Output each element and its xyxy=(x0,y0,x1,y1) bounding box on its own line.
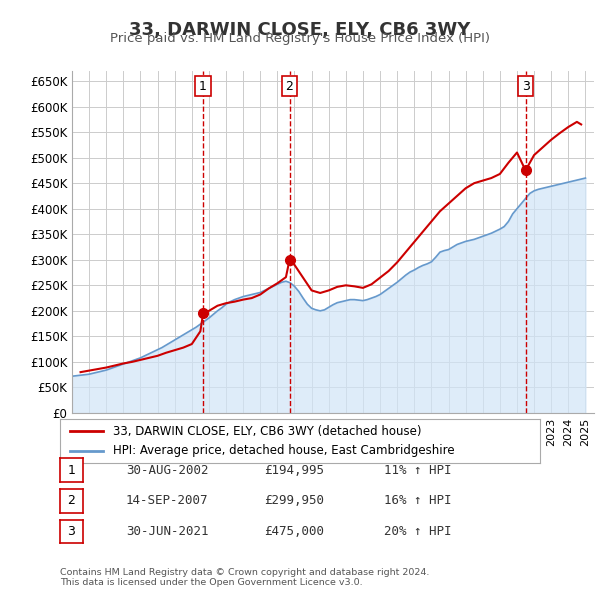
Text: 30-JUN-2021: 30-JUN-2021 xyxy=(126,525,209,538)
Text: HPI: Average price, detached house, East Cambridgeshire: HPI: Average price, detached house, East… xyxy=(113,444,454,457)
Text: 1: 1 xyxy=(199,80,207,93)
Text: £194,995: £194,995 xyxy=(264,464,324,477)
Text: 33, DARWIN CLOSE, ELY, CB6 3WY: 33, DARWIN CLOSE, ELY, CB6 3WY xyxy=(130,21,470,39)
Text: 16% ↑ HPI: 16% ↑ HPI xyxy=(384,494,452,507)
Text: 2: 2 xyxy=(286,80,293,93)
Text: 33, DARWIN CLOSE, ELY, CB6 3WY (detached house): 33, DARWIN CLOSE, ELY, CB6 3WY (detached… xyxy=(113,425,421,438)
Text: 3: 3 xyxy=(521,80,529,93)
Text: £475,000: £475,000 xyxy=(264,525,324,538)
Text: Price paid vs. HM Land Registry's House Price Index (HPI): Price paid vs. HM Land Registry's House … xyxy=(110,32,490,45)
Text: 11% ↑ HPI: 11% ↑ HPI xyxy=(384,464,452,477)
Text: 3: 3 xyxy=(67,525,76,538)
Text: 1: 1 xyxy=(67,464,76,477)
Text: 30-AUG-2002: 30-AUG-2002 xyxy=(126,464,209,477)
Text: Contains HM Land Registry data © Crown copyright and database right 2024.: Contains HM Land Registry data © Crown c… xyxy=(60,568,430,577)
Text: 14-SEP-2007: 14-SEP-2007 xyxy=(126,494,209,507)
Text: This data is licensed under the Open Government Licence v3.0.: This data is licensed under the Open Gov… xyxy=(60,578,362,587)
Text: 2: 2 xyxy=(67,494,76,507)
Text: £299,950: £299,950 xyxy=(264,494,324,507)
Text: 20% ↑ HPI: 20% ↑ HPI xyxy=(384,525,452,538)
